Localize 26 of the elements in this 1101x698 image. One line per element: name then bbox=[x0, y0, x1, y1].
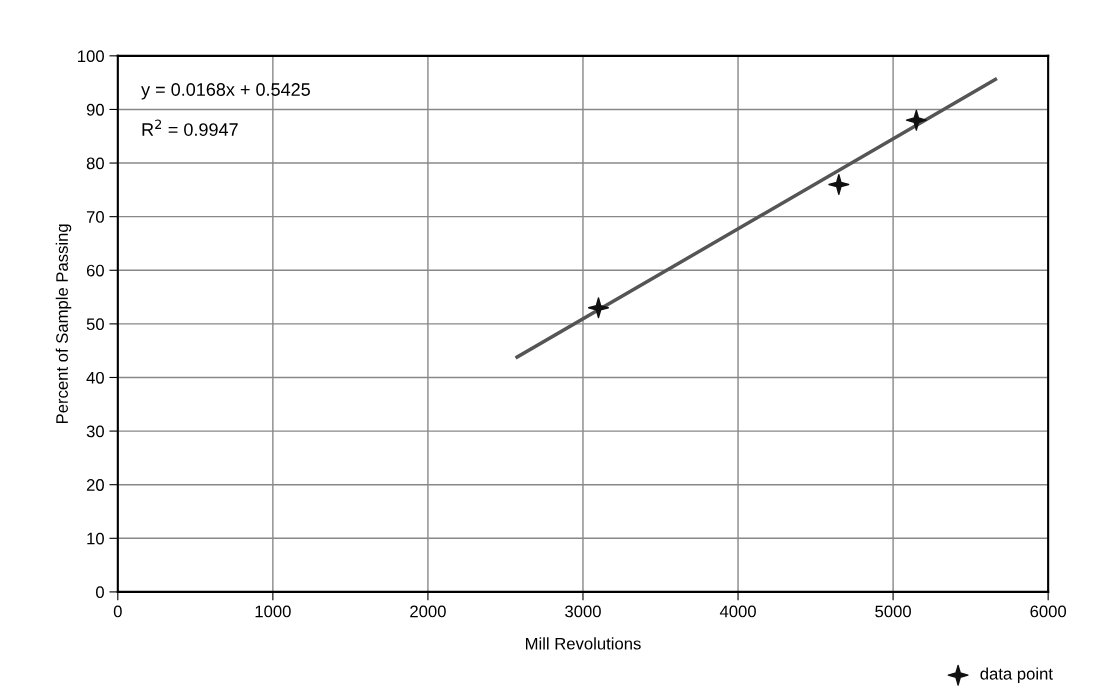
x-tick-label: 3000 bbox=[565, 605, 601, 618]
x-tick-label: 5000 bbox=[875, 605, 911, 618]
y-tick-label: 20 bbox=[86, 479, 104, 491]
annotation: R$^{2}$ = 0.9947 bbox=[142, 119, 238, 136]
legend-label: data point bbox=[980, 667, 1053, 683]
y-tick-label: 40 bbox=[86, 371, 104, 384]
point bbox=[587, 297, 610, 319]
annotation: y = 0.0168x + 0.5425 bbox=[141, 83, 310, 100]
y-tick-label: 90 bbox=[86, 103, 104, 116]
y-tick-label: 70 bbox=[86, 211, 104, 223]
x-tick-label: 0 bbox=[113, 605, 122, 618]
point bbox=[828, 173, 850, 196]
y-tick-label: 60 bbox=[86, 264, 104, 277]
x-tick-label: 2000 bbox=[410, 605, 446, 618]
y-tick-label: 0 bbox=[96, 586, 104, 599]
x-tick-label: 4000 bbox=[719, 605, 756, 618]
y-tick-label: 80 bbox=[86, 157, 104, 170]
y-axis-title: Percent of Sample Passing bbox=[55, 224, 72, 424]
y-tick-label: 50 bbox=[86, 318, 104, 331]
y-tick-label: 10 bbox=[87, 532, 104, 545]
x-tick-label: 1000 bbox=[255, 605, 291, 618]
y-tick-label: 30 bbox=[86, 425, 104, 438]
point bbox=[905, 109, 927, 131]
x-axis-title: Mill Revolutions bbox=[526, 637, 641, 650]
x-tick-label: 6000 bbox=[1030, 605, 1067, 618]
y-tick-label: 100 bbox=[78, 50, 104, 63]
